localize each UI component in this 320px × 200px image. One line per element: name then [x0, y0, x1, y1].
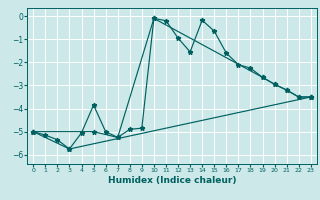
- X-axis label: Humidex (Indice chaleur): Humidex (Indice chaleur): [108, 176, 236, 185]
